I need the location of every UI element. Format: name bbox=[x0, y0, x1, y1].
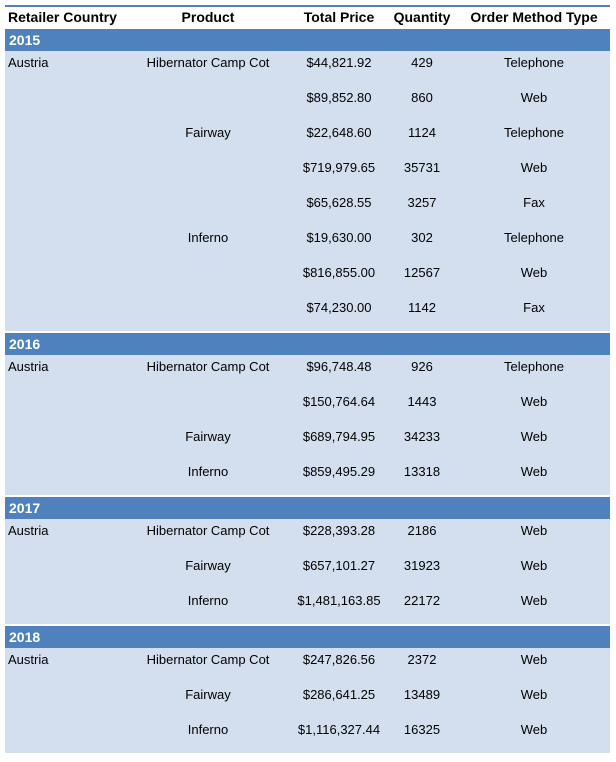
quantity-cell: 31923 bbox=[403, 558, 441, 573]
group-body: Austria Hibernator Camp Cot $44,821.92 429 T… bbox=[5, 51, 610, 331]
total-price-cell: $89,852.80 bbox=[306, 90, 372, 105]
total-price-cell: $657,101.27 bbox=[302, 558, 376, 573]
total-price-cell: $286,641.25 bbox=[302, 687, 376, 702]
total-price-cell: $816,855.00 bbox=[302, 265, 376, 280]
year-label: 2016 bbox=[9, 336, 41, 352]
product-cell: Inferno bbox=[187, 593, 229, 608]
order-method-cell: Web bbox=[520, 394, 548, 409]
quantity-cell: 926 bbox=[411, 359, 433, 374]
quantity-cell: 302 bbox=[411, 230, 433, 245]
column-header: Quantity bbox=[393, 9, 451, 25]
product-cell: Inferno bbox=[187, 230, 229, 245]
year-band: 2016 bbox=[5, 333, 610, 355]
group-body: Austria Hibernator Camp Cot $247,826.56 237… bbox=[5, 648, 610, 753]
order-method-cell: Telephone bbox=[504, 55, 564, 70]
quantity-cell: 3257 bbox=[407, 195, 437, 210]
order-method-cell: Web bbox=[520, 593, 548, 608]
quantity-cell: 2372 bbox=[407, 652, 437, 667]
country-cell: Austria bbox=[8, 359, 49, 374]
top-rule bbox=[5, 5, 610, 7]
column-header: Order Method Type bbox=[470, 9, 598, 25]
total-price-cell: $689,794.95 bbox=[302, 429, 376, 444]
order-method-cell: Web bbox=[520, 687, 548, 702]
order-method-cell: Web bbox=[520, 265, 548, 280]
country-cell: Austria bbox=[8, 652, 49, 667]
year-band: 2017 bbox=[5, 497, 610, 519]
order-method-cell: Telephone bbox=[504, 359, 564, 374]
group-body: Austria Hibernator Camp Cot $228,393.28 218… bbox=[5, 519, 610, 624]
order-method-cell: Web bbox=[520, 652, 548, 667]
product-cell: Fairway bbox=[185, 687, 231, 702]
total-price-cell: $247,826.56 bbox=[302, 652, 376, 667]
quantity-cell: 22172 bbox=[403, 593, 441, 608]
year-label: 2018 bbox=[9, 629, 41, 645]
quantity-cell: 1443 bbox=[407, 394, 437, 409]
order-method-cell: Telephone bbox=[504, 230, 564, 245]
total-price-cell: $96,748.48 bbox=[306, 359, 372, 374]
product-cell: Hibernator Camp Cot bbox=[146, 652, 270, 667]
order-method-cell: Web bbox=[520, 722, 548, 737]
total-price-cell: $44,821.92 bbox=[306, 55, 372, 70]
quantity-cell: 2186 bbox=[407, 523, 437, 538]
order-method-cell: Web bbox=[520, 429, 548, 444]
order-method-cell: Telephone bbox=[504, 125, 564, 140]
total-price-cell: $19,630.00 bbox=[306, 230, 372, 245]
order-method-cell: Web bbox=[520, 464, 548, 479]
total-price-cell: $1,116,327.44 bbox=[297, 722, 381, 737]
column-header: Total Price bbox=[303, 9, 375, 25]
product-cell: Hibernator Camp Cot bbox=[146, 359, 270, 374]
quantity-cell: 860 bbox=[411, 90, 433, 105]
product-cell: Hibernator Camp Cot bbox=[146, 55, 270, 70]
year-label: 2015 bbox=[9, 32, 41, 48]
order-method-cell: Fax bbox=[523, 195, 545, 210]
total-price-cell: $719,979.65 bbox=[302, 160, 376, 175]
order-method-cell: Web bbox=[520, 90, 548, 105]
product-cell: Hibernator Camp Cot bbox=[146, 523, 270, 538]
order-method-cell: Web bbox=[520, 558, 548, 573]
quantity-cell: 13318 bbox=[403, 464, 441, 479]
year-band: 2015 bbox=[5, 29, 610, 51]
product-cell: Fairway bbox=[185, 429, 231, 444]
total-price-cell: $65,628.55 bbox=[306, 195, 372, 210]
product-cell: Fairway bbox=[185, 125, 231, 140]
order-method-cell: Web bbox=[520, 160, 548, 175]
total-price-cell: $228,393.28 bbox=[302, 523, 376, 538]
quantity-cell: 429 bbox=[411, 55, 433, 70]
total-price-cell: $74,230.00 bbox=[306, 300, 372, 315]
country-cell: Austria bbox=[8, 523, 49, 538]
column-header: Retailer Country bbox=[8, 9, 117, 25]
quantity-cell: 16325 bbox=[403, 722, 441, 737]
group-body: Austria Hibernator Camp Cot $96,748.48 926 T… bbox=[5, 355, 610, 495]
product-cell: Fairway bbox=[185, 558, 231, 573]
order-method-cell: Web bbox=[520, 523, 548, 538]
quantity-cell: 12567 bbox=[403, 265, 441, 280]
year-label: 2017 bbox=[9, 500, 41, 516]
total-price-cell: $859,495.29 bbox=[302, 464, 376, 479]
total-price-cell: $150,764.64 bbox=[302, 394, 376, 409]
total-price-cell: $1,481,163.85 bbox=[297, 593, 381, 608]
product-cell: Inferno bbox=[187, 722, 229, 737]
order-method-cell: Fax bbox=[523, 300, 545, 315]
year-band: 2018 bbox=[5, 626, 610, 648]
quantity-cell: 1142 bbox=[408, 300, 436, 315]
quantity-cell: 35731 bbox=[403, 160, 441, 175]
total-price-cell: $22,648.60 bbox=[306, 125, 372, 140]
product-cell: Inferno bbox=[187, 464, 229, 479]
quantity-cell: 13489 bbox=[403, 687, 441, 702]
column-header: Product bbox=[181, 9, 235, 25]
quantity-cell: 34233 bbox=[403, 429, 441, 444]
country-cell: Austria bbox=[8, 55, 49, 70]
quantity-cell: 1124 bbox=[408, 125, 436, 140]
